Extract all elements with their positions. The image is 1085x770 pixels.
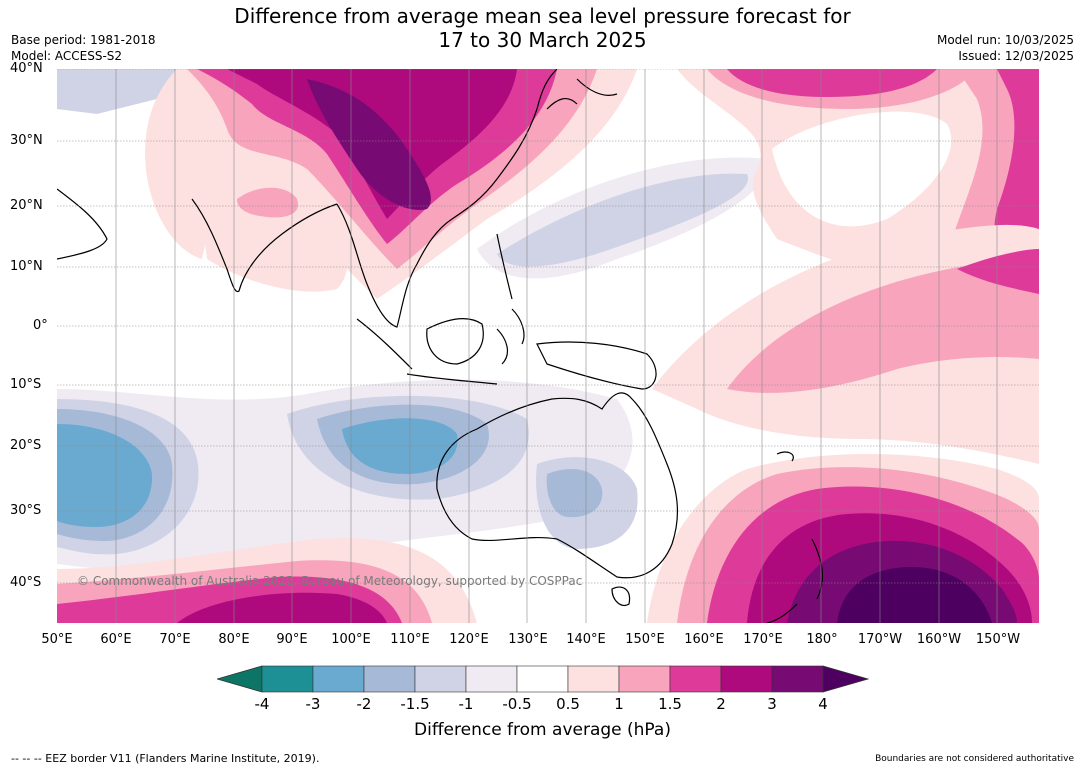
colorbar-segment — [567, 665, 620, 693]
coast-sulawesi — [496, 328, 509, 365]
lon-label: 160°W — [916, 632, 962, 647]
coast-new-guinea — [536, 341, 657, 390]
lat-label: 40°N — [10, 61, 43, 76]
lon-label: 90°E — [276, 632, 308, 647]
colorbar-segment — [312, 665, 365, 693]
base-period: Base period: 1981-2018 — [11, 33, 156, 47]
lat-label: 30°S — [10, 503, 42, 518]
pos-field-east-asia-5 — [307, 79, 431, 210]
colorbar-segment — [618, 665, 671, 693]
pos-field-north-pacific-hole — [772, 111, 952, 227]
coast-india — [191, 198, 338, 293]
lat-label: 20°N — [10, 198, 43, 213]
pressure-anomaly-map — [57, 69, 1039, 623]
lat-label: 20°S — [10, 438, 42, 453]
graticule-lon — [115, 69, 998, 623]
colorbar-tick: 0.5 — [556, 695, 580, 713]
colorbar-tick: -0.5 — [502, 695, 532, 713]
neg-field-north — [57, 69, 177, 114]
colorbar-tick: 1.5 — [658, 695, 682, 713]
lon-label: 180° — [806, 632, 838, 647]
lon-label: 140°E — [566, 632, 606, 647]
model-name: Model: ACCESS-S2 — [11, 49, 123, 63]
pos-field-tasman-6 — [837, 567, 992, 623]
colorbar-segment — [465, 665, 518, 693]
colorbar-tick: 2 — [716, 695, 726, 713]
copyright-notice: © Commonwealth of Australia 2025, Bureau… — [77, 574, 583, 588]
neg-field-s-indian-4 — [57, 424, 153, 527]
colorbar-segment — [771, 665, 824, 693]
colorbar-tick: -1 — [458, 695, 474, 713]
lon-label: 110°E — [390, 632, 430, 647]
lon-label: 120°E — [449, 632, 489, 647]
neg-field-australia-central-2 — [546, 469, 603, 518]
map-title-line2: 17 to 30 March 2025 — [438, 28, 647, 52]
colorbar-label: Difference from average (hPa) — [414, 720, 671, 740]
eez-note: -- -- -- EEZ border V11 (Flanders Marine… — [11, 752, 320, 765]
colorbar-tick: -2 — [356, 695, 372, 713]
coast-philippines — [496, 233, 525, 345]
pos-field-north-pacific-3 — [727, 69, 937, 97]
issued-date: Issued: 12/03/2025 — [958, 49, 1074, 63]
meta-right: Model run: 10/03/2025 Issued: 12/03/2025 — [937, 32, 1074, 64]
pos-field-sw-pacific-3 — [957, 249, 1039, 294]
pos-field-s-indian-south-4 — [177, 592, 387, 623]
colorbar-tick: 3 — [767, 695, 777, 713]
lon-label: 60°E — [100, 632, 132, 647]
lon-label: 100°E — [331, 632, 371, 647]
coast-fiji — [776, 451, 794, 462]
lon-label: 50°E — [41, 632, 73, 647]
colorbar-extend-high — [822, 665, 869, 693]
colorbar-tick: -1.5 — [400, 695, 430, 713]
pos-field-sw-pacific-2 — [727, 260, 1039, 393]
lon-label: 150°E — [625, 632, 665, 647]
coast-se-asia — [336, 69, 558, 328]
lat-label: 40°S — [10, 575, 42, 590]
lon-label: 150°W — [975, 632, 1021, 647]
coast-java — [406, 373, 498, 385]
pos-field-india-2 — [237, 187, 298, 218]
colorbar-segment — [363, 665, 416, 693]
map-title-line1: Difference from average mean sea level p… — [234, 4, 851, 28]
lon-label: 170°E — [743, 632, 783, 647]
colorbar-extend-low — [217, 665, 263, 693]
coast-borneo — [426, 317, 484, 365]
lon-label: 160°E — [684, 632, 724, 647]
lat-label: 30°N — [10, 133, 43, 148]
lat-label: 10°N — [10, 259, 43, 274]
model-run: Model run: 10/03/2025 — [936, 33, 1074, 47]
coastlines — [57, 69, 823, 623]
colorbar-segment — [669, 665, 722, 693]
neg-field-phil-sea-2 — [497, 173, 749, 267]
colorbar-segment — [720, 665, 773, 693]
coast-sumatra — [356, 318, 413, 370]
colorbar-segment — [516, 665, 569, 693]
colorbar-tick: 1 — [614, 695, 624, 713]
colorbar-segment — [414, 665, 467, 693]
lat-label: 10°S — [10, 377, 42, 392]
meta-left: Base period: 1981-2018 Model: ACCESS-S2 — [11, 32, 156, 64]
colorbar-tick: -3 — [305, 695, 321, 713]
lon-label: 80°E — [218, 632, 250, 647]
colorbar — [217, 665, 869, 693]
lon-label: 70°E — [159, 632, 191, 647]
map-panel — [57, 69, 1039, 623]
lon-label: 130°E — [508, 632, 548, 647]
anomaly-fields — [57, 69, 1039, 623]
lat-label: 0° — [33, 318, 48, 333]
coast-korea-japan — [546, 78, 618, 110]
coast-tasmania — [611, 586, 631, 607]
coast-new-zealand — [766, 538, 823, 623]
colorbar-tick: -4 — [254, 695, 270, 713]
coast-arabia — [57, 188, 108, 260]
colorbar-segment — [261, 665, 314, 693]
boundary-disclaimer: Boundaries are not considered authoritat… — [875, 754, 1074, 764]
colorbar-tick: 4 — [818, 695, 828, 713]
lon-label: 170°W — [857, 632, 903, 647]
